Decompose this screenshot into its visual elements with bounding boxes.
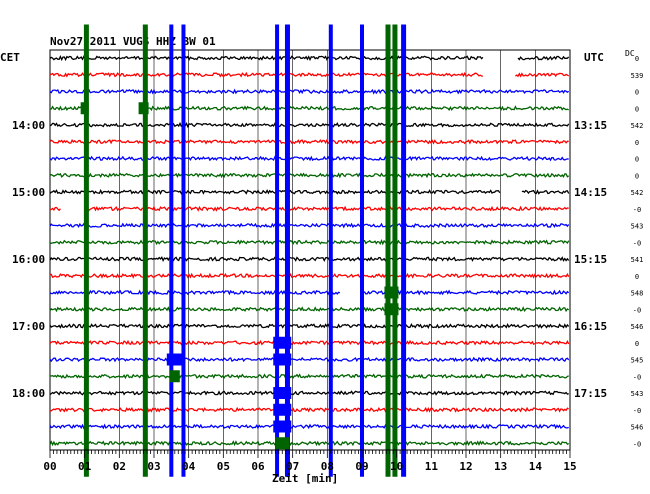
dc-offset-label: 0	[635, 340, 639, 348]
event-burst	[169, 370, 180, 383]
x-axis: 00 01 02 03 04 05 06 07 08 09 10 11 12 13 14 15	[43, 449, 577, 473]
x-tick-label: 14	[529, 460, 543, 473]
dc-header-label: DC	[625, 49, 635, 58]
x-tick-label: 08	[321, 460, 334, 473]
event-burst	[166, 353, 183, 366]
x-tick-label: 00	[43, 460, 56, 473]
dc-offset-label: 0	[635, 172, 639, 180]
left-hour-label: 17:00	[12, 320, 45, 333]
dc-offset-label: 0	[635, 156, 639, 164]
x-tick-label: 06	[251, 460, 265, 473]
dc-offset-label: 0	[635, 55, 639, 63]
dc-offset-label: 548	[631, 290, 644, 298]
seismic-trace	[49, 373, 569, 380]
seismic-trace	[49, 88, 570, 95]
event-burst	[275, 437, 290, 450]
dc-offset-label: 543	[631, 223, 644, 231]
dc-offset-label: 0	[635, 273, 639, 281]
seismic-trace	[49, 54, 570, 62]
plot-frame	[49, 49, 571, 451]
left-hour-label: 15:00	[12, 186, 45, 199]
dc-offset-label: 539	[631, 72, 644, 80]
seismic-trace	[49, 239, 570, 246]
dc-offset-label: 546	[631, 424, 644, 432]
event-burst	[273, 403, 292, 416]
x-tick-label: 07	[286, 460, 299, 473]
earthquake-events	[80, 24, 407, 477]
seismic-trace	[49, 121, 570, 129]
dc-offset-label: -0	[633, 440, 641, 448]
seismic-trace	[49, 256, 570, 263]
seismic-trace	[49, 423, 569, 430]
x-tick-label: 01	[78, 460, 92, 473]
right-time-label: 14:15	[574, 186, 607, 199]
dc-offset-label: 546	[631, 323, 644, 331]
right-time-label: 15:15	[574, 253, 607, 266]
event-burst	[80, 102, 89, 115]
seismic-trace	[49, 272, 570, 279]
dc-offset-label: 0	[635, 89, 639, 97]
dc-offset-label: -0	[633, 206, 641, 214]
seismic-trace	[49, 138, 569, 145]
seismic-trace	[49, 222, 570, 229]
dc-offset-label: 542	[631, 122, 644, 130]
seismic-trace	[49, 172, 570, 179]
dc-offset-label: 0	[635, 139, 639, 147]
time-grid	[49, 49, 571, 451]
event-burst	[384, 303, 399, 316]
x-tick-label: 04	[182, 460, 196, 473]
event-burst	[384, 286, 399, 299]
seismic-trace	[49, 205, 569, 212]
seismic-trace	[49, 306, 570, 313]
dc-offset-label: 541	[631, 256, 644, 264]
right-time-label: 16:15	[574, 320, 607, 333]
x-tick-label: 09	[355, 460, 368, 473]
x-tick-label: 15	[563, 460, 576, 473]
event-burst	[273, 336, 292, 349]
chart-title: Nov27 2011 VUGS HHZ BW 01	[50, 35, 216, 48]
seismic-trace	[49, 323, 570, 330]
seismic-trace	[49, 356, 570, 363]
seismic-trace	[49, 188, 570, 195]
right-time-label: 13:15	[574, 119, 607, 132]
dc-offset-label: -0	[633, 306, 641, 314]
event-burst	[138, 102, 149, 115]
seismic-trace	[49, 440, 570, 447]
seismic-trace	[49, 155, 569, 162]
x-tick-label: 10	[390, 460, 403, 473]
time-labels: 14:00 15:00 16:00 17:00 18:00 13:15 14:15 15:15…	[12, 119, 607, 400]
x-tick-label: 11	[425, 460, 439, 473]
dc-offset-label: -0	[633, 373, 641, 381]
seismic-trace	[49, 289, 570, 296]
dc-offset-label: 0	[635, 105, 639, 113]
x-tick-label: 13	[494, 460, 507, 473]
x-tick-label: 02	[113, 460, 126, 473]
dc-offset-label: -0	[633, 407, 641, 415]
event-burst	[273, 420, 292, 433]
right-time-label: 17:15	[574, 387, 607, 400]
x-tick-label: 12	[459, 460, 472, 473]
left-timezone-label: CET	[0, 51, 20, 64]
event-burst	[273, 353, 292, 366]
seismic-trace	[50, 105, 569, 112]
right-timezone-label: UTC	[584, 51, 604, 64]
seismic-trace	[49, 406, 569, 413]
dc-offset-label: 545	[631, 357, 644, 365]
x-tick-label: 05	[217, 460, 230, 473]
left-hour-label: 18:00	[12, 387, 45, 400]
left-hour-label: 14:00	[12, 119, 45, 132]
seismic-trace	[49, 339, 570, 346]
dc-offset-label: 543	[631, 390, 644, 398]
x-tick-label: 03	[147, 460, 160, 473]
dc-offset-label: -0	[633, 239, 641, 247]
seismic-trace	[49, 390, 569, 396]
seismic-trace	[49, 71, 570, 78]
x-axis-label: Zeit [min]	[272, 472, 338, 485]
event-burst	[273, 387, 292, 399]
dc-offset-label: 542	[631, 189, 644, 197]
left-hour-label: 16:00	[12, 253, 45, 266]
